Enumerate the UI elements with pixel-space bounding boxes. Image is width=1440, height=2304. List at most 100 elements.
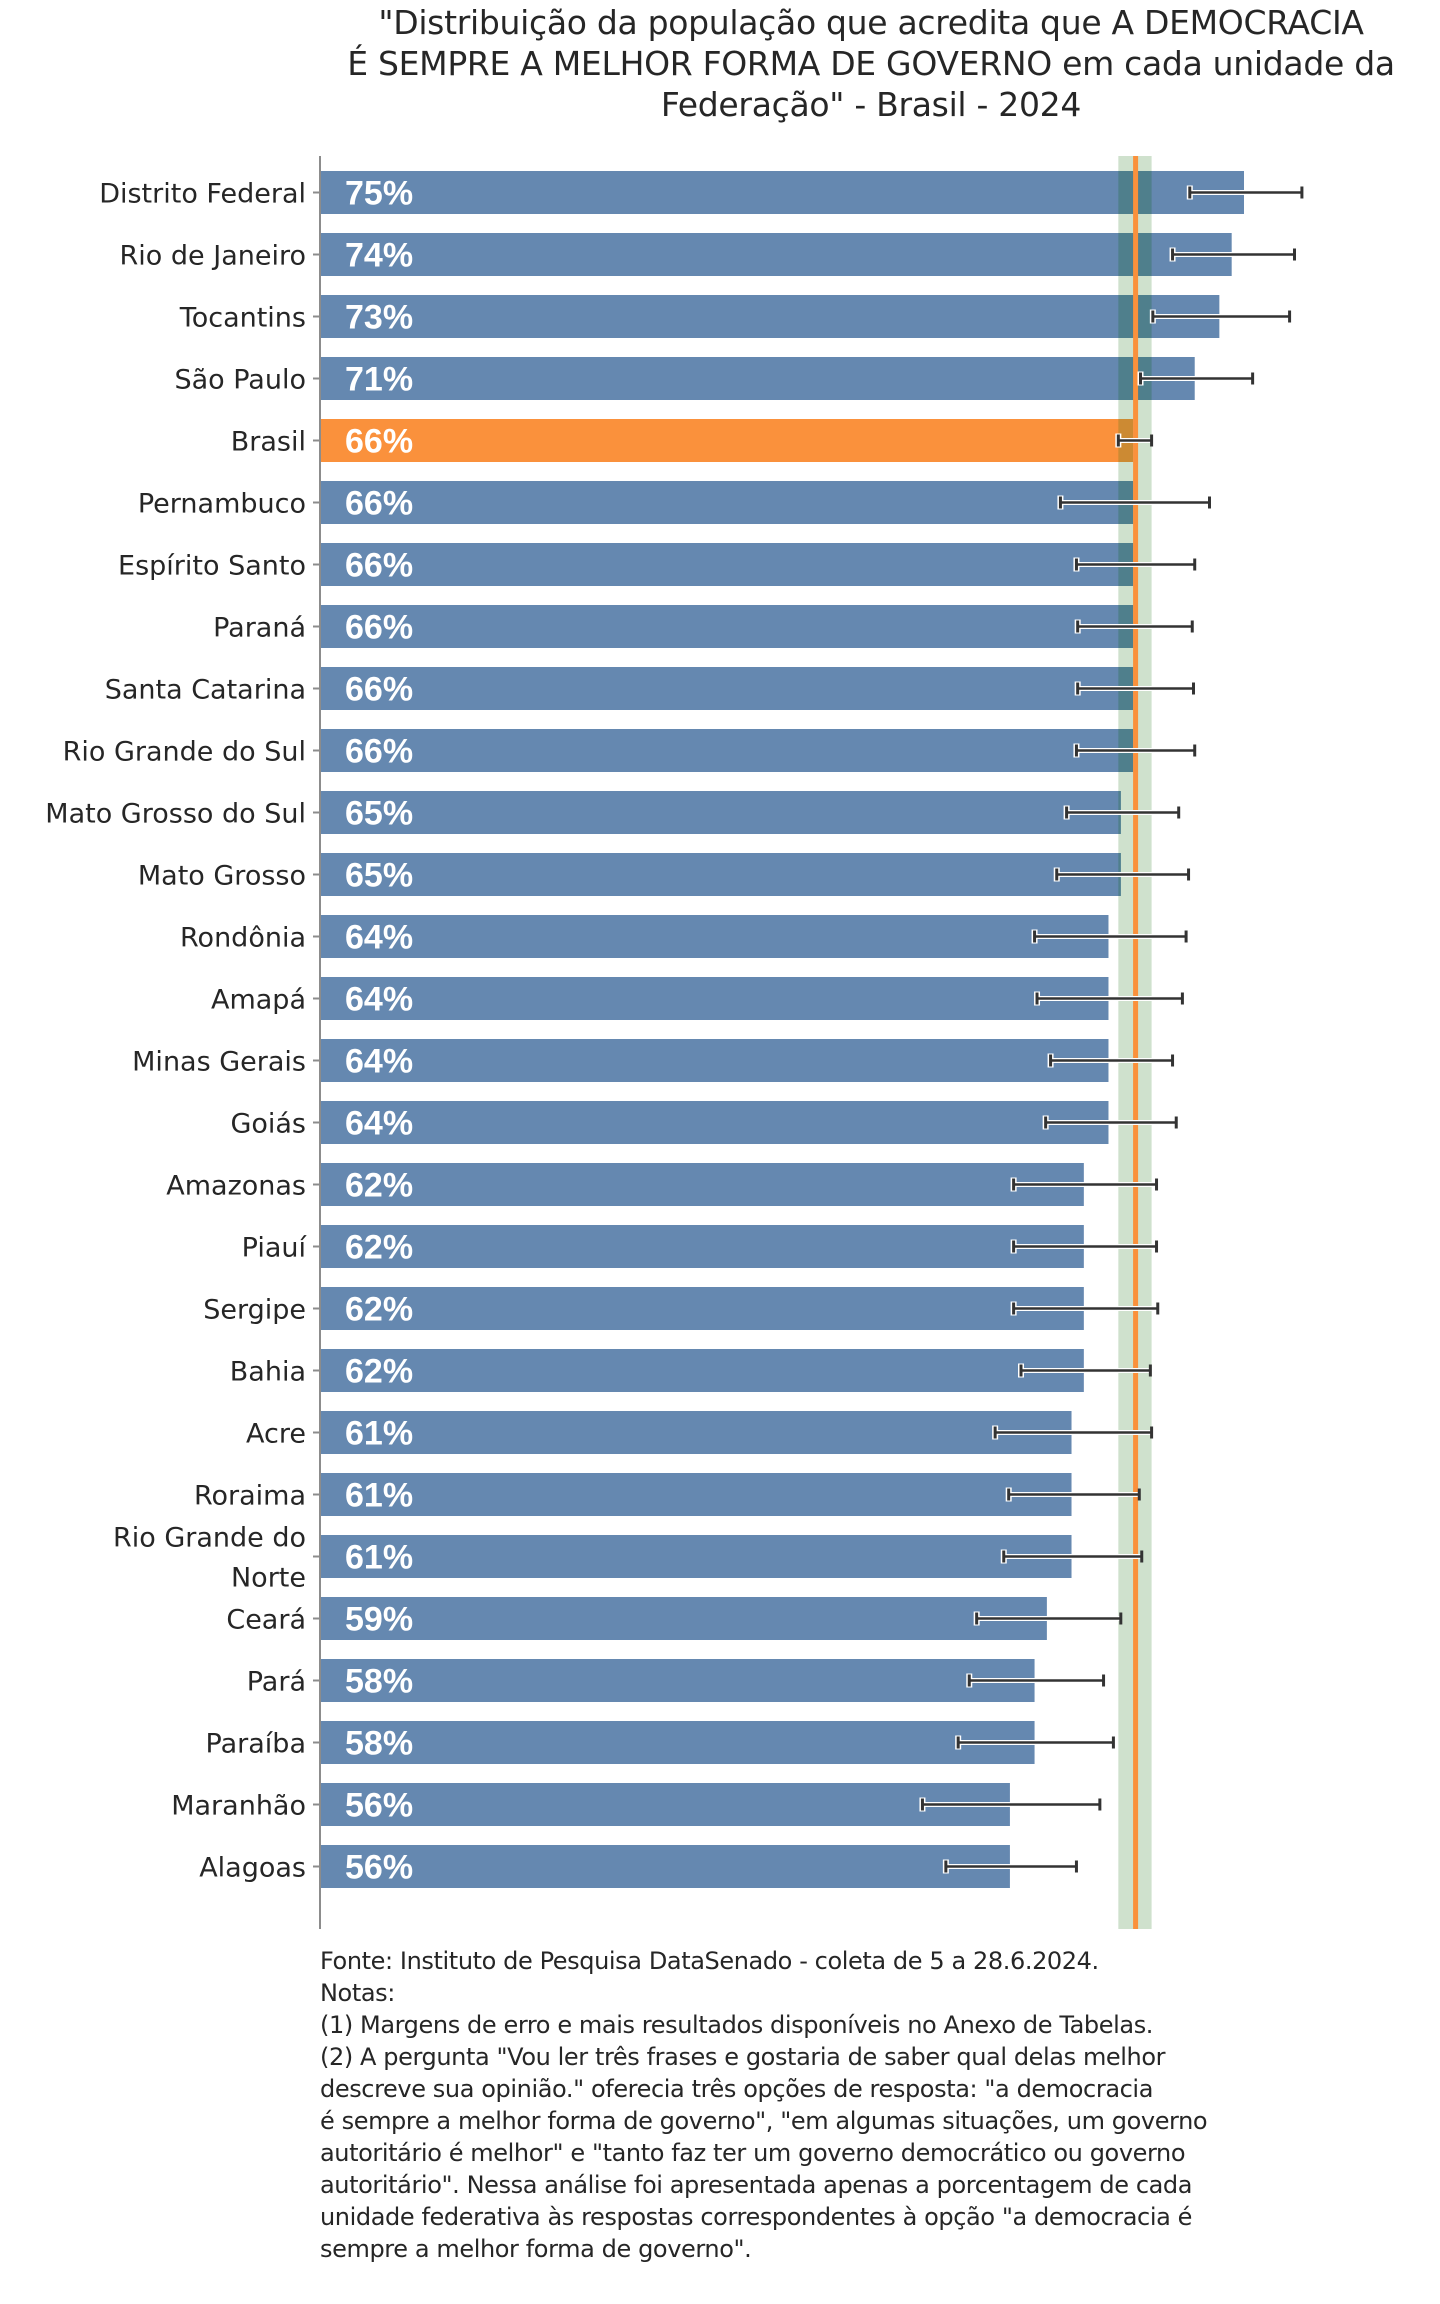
category-label: Amapá [211, 985, 306, 1016]
bar [320, 481, 1134, 524]
value-label: 66% [345, 423, 413, 461]
value-label: 65% [345, 857, 413, 895]
category-label: Sergipe [203, 1295, 306, 1326]
bar [320, 357, 1195, 400]
error-bar [992, 1425, 1154, 1440]
category-label: Roraima [194, 1481, 306, 1512]
error-bar [1073, 557, 1197, 572]
value-label: 62% [345, 1167, 413, 1205]
error-bars-layer [919, 185, 1304, 1874]
bar [320, 853, 1121, 896]
category-label-line: Rio Grande do [113, 1523, 306, 1554]
value-label: 66% [345, 485, 413, 523]
value-label: 56% [345, 1787, 413, 1825]
footnote-note-2-line: autoritário". Nessa análise foi apresent… [320, 2171, 1193, 2199]
category-label: Mato Grosso [138, 861, 306, 892]
error-bar [942, 1859, 1078, 1874]
error-bar [1063, 805, 1181, 820]
category-label: Brasil [231, 427, 306, 458]
value-label: 64% [345, 1043, 413, 1081]
category-label: Bahia [230, 1357, 306, 1388]
value-label: 75% [345, 175, 413, 213]
category-label: Distrito Federal [99, 179, 306, 210]
footnote-notes-heading: Notas: [320, 1979, 395, 2007]
category-label: Amazonas [166, 1171, 306, 1202]
error-bar [919, 1797, 1102, 1812]
bar [320, 729, 1134, 772]
bar-brasil [320, 419, 1134, 462]
footnote-note-2-line: sempre a melhor forma de governo". [320, 2235, 752, 2263]
bar [320, 1783, 1010, 1826]
error-bar [1169, 247, 1297, 262]
chart-title-line: "Distribuição da população que acredita … [378, 3, 1364, 42]
error-bar [1074, 619, 1194, 634]
category-label: Goiás [230, 1109, 306, 1140]
category-label: Espírito Santo [118, 551, 306, 582]
value-label: 66% [345, 609, 413, 647]
value-label: 64% [345, 981, 413, 1019]
error-bar [1073, 743, 1197, 758]
error-bar [1034, 991, 1184, 1006]
chart-title-line: Federação" - Brasil - 2024 [660, 85, 1082, 124]
error-bar [973, 1611, 1123, 1626]
error-bar [1018, 1363, 1152, 1378]
category-label: Minas Gerais [132, 1047, 306, 1078]
y-axis [313, 156, 321, 1929]
error-bar [1115, 433, 1154, 448]
bar [320, 1101, 1109, 1144]
bar [320, 1473, 1072, 1516]
footnote-note-1: (1) Margens de erro e mais resultados di… [320, 2011, 1154, 2039]
value-label: 64% [345, 1105, 413, 1143]
bar [320, 233, 1232, 276]
value-labels: 75% 74% 73% 71% 66% 66% 66% 66% 66% 66% 65% 65% 64% 6… [345, 175, 413, 1887]
value-label: 61% [345, 1477, 413, 1515]
reference-line-brasil [1133, 156, 1139, 1929]
footnote-note-2-line: é sempre a melhor forma de governo", "em… [320, 2107, 1208, 2135]
bar [320, 605, 1134, 648]
value-label: 62% [345, 1229, 413, 1267]
error-bar [1010, 1301, 1160, 1316]
footnote-note-2-line: autoritário é melhor" e "tanto faz ter u… [320, 2139, 1186, 2167]
value-label: 73% [345, 299, 413, 337]
value-label: 56% [345, 1849, 413, 1887]
bar [320, 915, 1109, 958]
bar [320, 667, 1134, 710]
footnote: Fonte: Instituto de Pesquisa DataSenado … [320, 1945, 1380, 2265]
footnote-note-2-line: descreve sua opinião." oferecia três opç… [320, 2075, 1154, 2103]
value-label: 74% [345, 237, 413, 275]
error-bar [1005, 1487, 1141, 1502]
value-label: 65% [345, 795, 413, 833]
value-label: 66% [345, 671, 413, 709]
category-label: Rio Grande do Sul [63, 737, 306, 768]
bar [320, 1597, 1047, 1640]
value-label: 61% [345, 1415, 413, 1453]
bars-layer [320, 171, 1244, 1888]
value-label: 66% [345, 547, 413, 585]
bar [320, 1163, 1084, 1206]
value-label: 58% [345, 1725, 413, 1763]
category-label: Maranhão [171, 1791, 306, 1822]
bar-chart: Distrito Federal Rio de Janeiro Tocantins S… [45, 156, 1304, 1929]
chart-title-line: É SEMPRE A MELHOR FORMA DE GOVERNO em ca… [347, 44, 1395, 83]
error-bar [966, 1673, 1106, 1688]
error-bar [1031, 929, 1188, 944]
category-label: Paraná [213, 613, 306, 644]
bar [320, 543, 1134, 586]
footnote-note-2-line: unidade federativa às respostas correspo… [320, 2203, 1193, 2231]
bar [320, 791, 1121, 834]
value-label: 71% [345, 361, 413, 399]
category-label: São Paulo [174, 365, 306, 396]
value-label: 58% [345, 1663, 413, 1701]
category-label: Pernambuco [138, 489, 306, 520]
footnote-note-2-line: (2) A pergunta "Vou ler três frases e go… [320, 2043, 1166, 2071]
error-bar [1186, 185, 1304, 200]
error-bar [1137, 371, 1255, 386]
error-bar [1149, 309, 1292, 324]
bar [320, 295, 1220, 338]
category-label: Mato Grosso do Sul [45, 799, 306, 830]
error-bar [1053, 867, 1191, 882]
error-bar [1042, 1115, 1178, 1130]
category-label: Pará [247, 1667, 306, 1698]
error-bar [1047, 1053, 1175, 1068]
category-label: Ceará [226, 1605, 306, 1636]
